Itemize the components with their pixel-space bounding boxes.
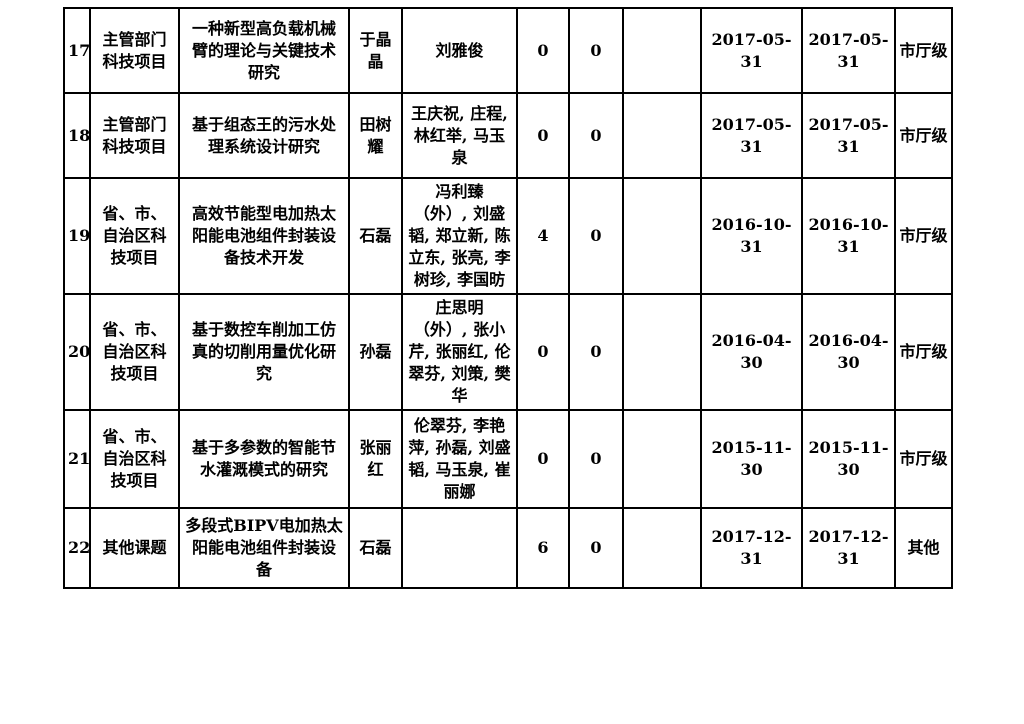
project-leader-cell: 石磊 (348, 507, 403, 589)
blank-cell (622, 293, 702, 411)
row-index-cell: 21 (63, 409, 91, 509)
project-type-cell: 省、市、 自治区科 技项目 (89, 177, 180, 295)
date-1-cell: 2017-05-31 (700, 92, 803, 179)
project-leader-cell: 孙磊 (348, 293, 403, 411)
project-level-cell: 市厅级 (894, 293, 953, 411)
date-1-cell: 2017-12-31 (700, 507, 803, 589)
row-index-cell: 18 (63, 92, 91, 179)
count-2-cell: 0 (568, 92, 624, 179)
count-1-cell: 4 (516, 177, 570, 295)
project-title-cell: 基于组态王的污水处 理系统设计研究 (178, 92, 350, 179)
row-index-cell: 19 (63, 177, 91, 295)
blank-cell (622, 409, 702, 509)
table-row: 20 省、市、 自治区科 技项目 基于数控车削加工仿 真的切削用量优化研 究 孙… (63, 293, 953, 411)
project-type-cell: 省、市、 自治区科 技项目 (89, 409, 180, 509)
project-type-cell: 省、市、 自治区科 技项目 (89, 293, 180, 411)
table-row: 18 主管部门 科技项目 基于组态王的污水处 理系统设计研究 田树耀 王庆祝, … (63, 92, 953, 179)
date-2-cell: 2017-12-31 (801, 507, 896, 589)
date-2-cell: 2016-10-31 (801, 177, 896, 295)
count-1-cell: 0 (516, 7, 570, 94)
count-2-cell: 0 (568, 507, 624, 589)
participants-cell: 伦翠芬, 李艳 萍, 孙磊, 刘盛 韬, 马玉泉, 崔 丽娜 (401, 409, 518, 509)
row-index-cell: 17 (63, 7, 91, 94)
blank-cell (622, 7, 702, 94)
project-type-cell: 主管部门 科技项目 (89, 7, 180, 94)
date-2-cell: 2015-11-30 (801, 409, 896, 509)
project-leader-cell: 田树耀 (348, 92, 403, 179)
project-title-cell: 高效节能型电加热太 阳能电池组件封装设 备技术开发 (178, 177, 350, 295)
date-2-cell: 2017-05-31 (801, 7, 896, 94)
project-level-cell: 市厅级 (894, 177, 953, 295)
participants-cell: 刘雅俊 (401, 7, 518, 94)
count-2-cell: 0 (568, 7, 624, 94)
date-2-cell: 2016-04-30 (801, 293, 896, 411)
participants-cell (401, 507, 518, 589)
project-level-cell: 其他 (894, 507, 953, 589)
date-1-cell: 2015-11-30 (700, 409, 803, 509)
date-2-cell: 2017-05-31 (801, 92, 896, 179)
date-1-cell: 2016-04-30 (700, 293, 803, 411)
count-2-cell: 0 (568, 293, 624, 411)
row-index-cell: 20 (63, 293, 91, 411)
project-type-cell: 其他课题 (89, 507, 180, 589)
count-2-cell: 0 (568, 177, 624, 295)
project-title-cell: 一种新型高负载机械 臂的理论与关键技术 研究 (178, 7, 350, 94)
table-row: 21 省、市、 自治区科 技项目 基于多参数的智能节 水灌溉模式的研究 张丽红 … (63, 409, 953, 509)
project-leader-cell: 于晶晶 (348, 7, 403, 94)
blank-cell (622, 92, 702, 179)
project-level-cell: 市厅级 (894, 7, 953, 94)
project-level-cell: 市厅级 (894, 409, 953, 509)
project-type-cell: 主管部门 科技项目 (89, 92, 180, 179)
participants-cell: 庄思明 （外）, 张小 芹, 张丽红, 伦 翠芬, 刘策, 樊 华 (401, 293, 518, 411)
participants-cell: 冯利臻 （外）, 刘盛 韬, 郑立新, 陈 立东, 张亮, 李 树珍, 李国昉 (401, 177, 518, 295)
table-row: 17 主管部门 科技项目 一种新型高负载机械 臂的理论与关键技术 研究 于晶晶 … (63, 7, 953, 94)
row-index-cell: 22 (63, 507, 91, 589)
blank-cell (622, 507, 702, 589)
count-1-cell: 0 (516, 293, 570, 411)
blank-cell (622, 177, 702, 295)
participants-cell: 王庆祝, 庄程, 林红举, 马玉 泉 (401, 92, 518, 179)
count-1-cell: 0 (516, 409, 570, 509)
project-title-cell: 基于数控车削加工仿 真的切削用量优化研 究 (178, 293, 350, 411)
table-row: 19 省、市、 自治区科 技项目 高效节能型电加热太 阳能电池组件封装设 备技术… (63, 177, 953, 295)
date-1-cell: 2016-10-31 (700, 177, 803, 295)
count-2-cell: 0 (568, 409, 624, 509)
count-1-cell: 6 (516, 507, 570, 589)
project-level-cell: 市厅级 (894, 92, 953, 179)
project-leader-cell: 张丽红 (348, 409, 403, 509)
projects-table: 17 主管部门 科技项目 一种新型高负载机械 臂的理论与关键技术 研究 于晶晶 … (63, 7, 953, 589)
date-1-cell: 2017-05-31 (700, 7, 803, 94)
project-title-cell: 基于多参数的智能节 水灌溉模式的研究 (178, 409, 350, 509)
table-row: 22 其他课题 多段式BIPV电加热太 阳能电池组件封装设 备 石磊 6 0 2… (63, 507, 953, 589)
project-leader-cell: 石磊 (348, 177, 403, 295)
project-title-cell: 多段式BIPV电加热太 阳能电池组件封装设 备 (178, 507, 350, 589)
count-1-cell: 0 (516, 92, 570, 179)
